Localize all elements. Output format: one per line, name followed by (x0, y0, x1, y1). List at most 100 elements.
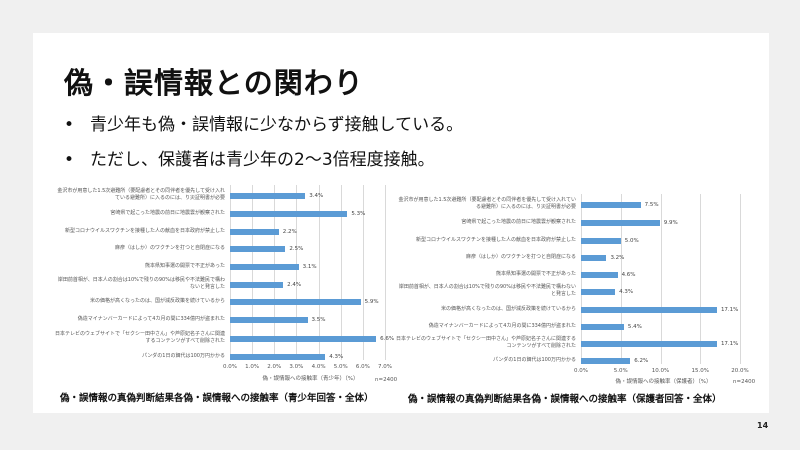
category-label: 偽造マイナンバーカードによって4カ月の間に334億円が盗まれた (77, 316, 225, 322)
category-label: 新型コロナウイルスワクチンを接種した人の献血を日本政府が禁止した (64, 228, 225, 234)
x-tick-label: 15.0% (691, 368, 709, 374)
value-label: 3.1% (302, 263, 317, 270)
category-label: 米の価格が高くなったのは、国が減反政策を続けているから (440, 306, 576, 312)
category-label: 米の価格が高くなったのは、国が減反政策を続けているから (89, 298, 225, 304)
page-number: 14 (757, 421, 769, 430)
youth-chart-caption: 偽・誤情報の真偽判断結果各偽・誤情報への接触率（青少年回答・全体） (60, 393, 374, 404)
category-label: 麻疹（はしか）のワクチンを打つと自閉症になる (465, 254, 576, 260)
bar (581, 307, 717, 313)
bar (581, 202, 641, 208)
bar (581, 220, 660, 226)
value-label: 5.9% (364, 298, 379, 305)
x-tick-label: 7.0% (378, 364, 392, 370)
value-label: 3.4% (309, 192, 324, 199)
bar (230, 211, 348, 217)
category-label: 金沢市が用意した1.5次避難所（要配慮者とその同伴者を優先して受け入れている避難… (57, 188, 225, 201)
x-tick-label: 0.0% (223, 364, 237, 370)
x-tick-label: 20.0% (731, 368, 749, 374)
bar (581, 324, 624, 330)
bar (230, 299, 361, 305)
x-axis-label: 偽・誤情報への接触率（保護者）（%） (615, 379, 712, 385)
category-label: パンダの1日の餌代は100万円かかる (493, 357, 576, 363)
sample-size-note: n=2400 (733, 379, 756, 385)
category-label: 宮崎県で起こった地震の前日に地震雲が観察された (461, 219, 576, 225)
value-label: 4.3% (619, 288, 634, 295)
category-label: 新型コロナウイルスワクチンを接種した人の献血を日本政府が禁止した (415, 237, 576, 243)
category-label: 岸田前首相が、日本人の割合は10%で残りの90%は移民や不法難民で構わないと発言… (57, 277, 225, 290)
category-label: 熊本県知事選の開票で不正があった (495, 271, 576, 277)
value-label: 17.1% (720, 306, 739, 313)
bar (230, 264, 299, 270)
value-label: 9.9% (663, 219, 678, 226)
value-label: 3.2% (610, 254, 625, 261)
x-tick-label: 6.0% (355, 364, 370, 370)
category-label: 日本テレビのウェブサイトで「セクシー田中さん」や芦原妃名子さんに関連するコンテン… (55, 331, 226, 344)
x-tick-label: 0.0% (574, 368, 588, 374)
bar (230, 317, 308, 323)
category-label: パンダの1日の餌代は100万円かかる (142, 353, 225, 359)
bar (581, 289, 616, 295)
bullet-1: • 青少年も偽・誤情報に少なからず接触している。 (64, 110, 463, 135)
category-label: 偽造マイナンバーカードによって4カ月の間に334億円が盗まれた (428, 323, 576, 329)
gridline (385, 185, 386, 360)
x-tick-label: 5.0% (333, 364, 348, 370)
x-tick-label: 5.0% (613, 368, 628, 374)
gridline (252, 185, 254, 360)
gridline (740, 194, 741, 364)
gridline (660, 194, 662, 364)
category-label: 麻疹（はしか）のワクチンを打つと自閉症になる (114, 245, 225, 251)
gridline (581, 194, 582, 364)
x-tick-label: 4.0% (311, 364, 326, 370)
value-label: 5.0% (624, 237, 639, 244)
value-label: 6.2% (634, 357, 649, 364)
bar (230, 246, 286, 252)
value-label: 5.4% (627, 323, 642, 330)
bar (581, 272, 618, 278)
bullet-dot: • (64, 150, 75, 170)
bar (581, 255, 607, 261)
x-axis-label: 偽・誤情報への接触率（青少年）（%） (262, 376, 359, 382)
gridline (700, 194, 702, 364)
value-label: 17.1% (720, 340, 739, 347)
category-label: 熊本県知事選の開票で不正があった (144, 263, 225, 269)
sample-size-note: n=2400 (375, 377, 398, 383)
slide-title: 偽・誤情報との関わり (64, 66, 364, 100)
value-label: 4.3% (329, 353, 344, 360)
x-tick-label: 2.0% (267, 364, 282, 370)
bar (230, 336, 377, 342)
parent-chart-caption: 偽・誤情報の真偽判断結果各偽・誤情報への接触率（保護者回答・全体） (408, 394, 722, 405)
value-label: 2.5% (289, 245, 304, 252)
bar (230, 282, 284, 288)
category-label: 宮崎県で起こった地震の前日に地震雲が観察された (110, 210, 225, 216)
gridline (318, 185, 320, 360)
x-tick-label: 1.0% (245, 364, 260, 370)
bullet-text: ただし、保護者は青少年の2〜3倍程度接触。 (90, 150, 435, 170)
gridline (296, 185, 298, 360)
bullet-text: 青少年も偽・誤情報に少なからず接触している。 (90, 115, 464, 135)
gridline (620, 194, 622, 364)
bullet-dot: • (64, 115, 75, 135)
value-label: 3.5% (311, 316, 326, 323)
x-tick-label: 3.0% (289, 364, 304, 370)
bar (581, 238, 621, 244)
category-label: 日本テレビのウェブサイトで「セクシー田中さん」や芦原妃名子さんに関連するコンテン… (395, 336, 576, 349)
bar (230, 354, 326, 360)
value-label: 4.6% (621, 271, 636, 278)
x-tick-label: 10.0% (651, 368, 670, 374)
gridline (340, 185, 342, 360)
bar (230, 229, 279, 235)
gridline (230, 185, 231, 360)
gridline (274, 185, 276, 360)
value-label: 6.6% (380, 335, 395, 342)
category-label: 岸田前首相が、日本人の割合は10%で残りの90%は移民や不法難民で構わないと発言… (398, 284, 576, 297)
bar (230, 193, 306, 199)
bullet-2: • ただし、保護者は青少年の2〜3倍程度接触。 (64, 145, 435, 170)
category-label: 金沢市が用意した1.5次避難所（要配慮者とその同伴者を優先して受け入れている避難… (398, 197, 576, 210)
value-label: 2.4% (287, 281, 302, 288)
bar (581, 358, 631, 364)
value-label: 5.3% (351, 210, 366, 217)
gridline (362, 185, 364, 360)
bar (581, 341, 717, 347)
value-label: 2.2% (282, 228, 297, 235)
value-label: 7.5% (644, 201, 659, 208)
